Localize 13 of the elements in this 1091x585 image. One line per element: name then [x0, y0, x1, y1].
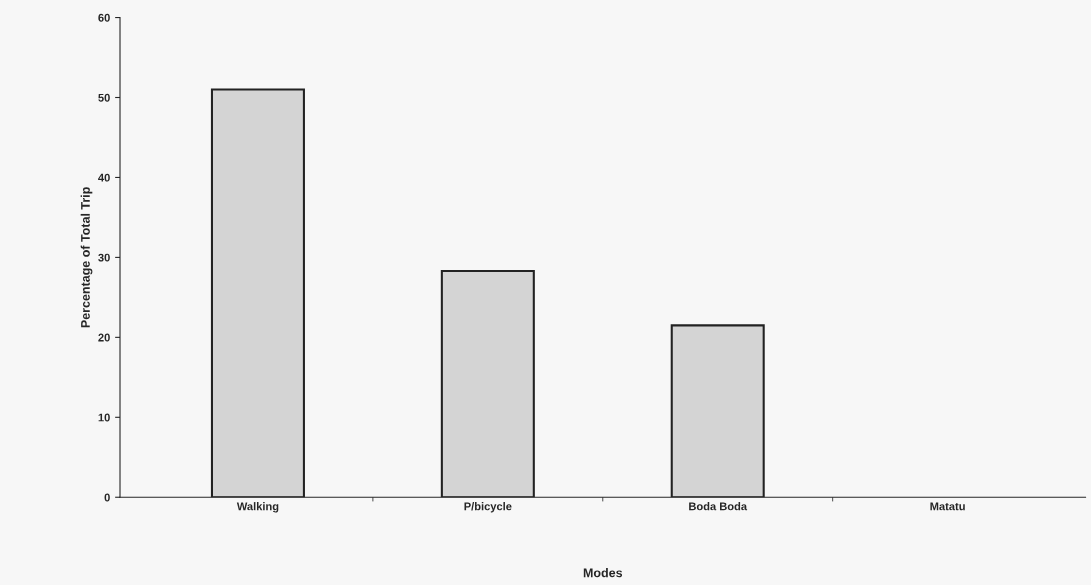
y-axis-title: Percentage of Total Trip: [80, 187, 93, 328]
x-tick-label: P/bicycle: [464, 502, 512, 513]
y-tick-label: 20: [98, 333, 110, 342]
y-tick-label: 50: [98, 93, 110, 102]
y-tick-label: 0: [104, 493, 110, 502]
x-tick-label: Walking: [236, 502, 279, 513]
y-tick-label: 60: [98, 13, 110, 22]
x-axis-title: Modes: [583, 568, 623, 578]
y-tick-label: 30: [98, 253, 110, 262]
y-tick-label: 40: [98, 173, 110, 182]
x-tick-label: Boda Boda: [689, 502, 748, 511]
y-tick-label: 10: [98, 413, 110, 422]
x-tick-label: Matatu: [930, 502, 965, 511]
